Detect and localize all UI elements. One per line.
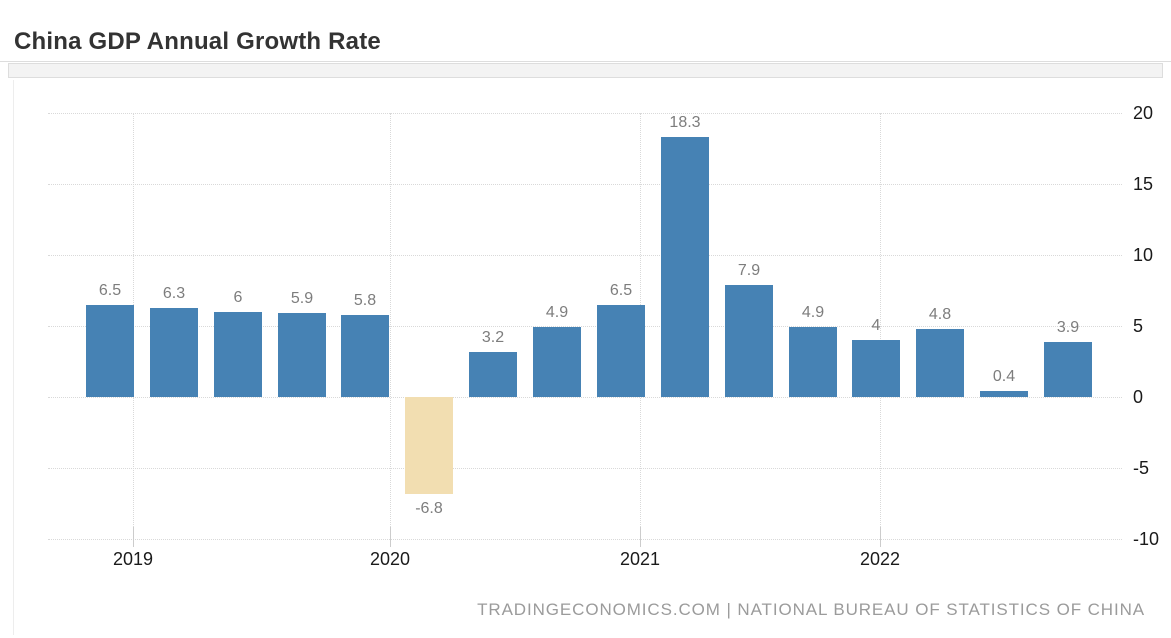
bar[interactable] [852, 340, 900, 397]
bar[interactable] [1044, 342, 1092, 397]
header-divider [0, 61, 1171, 62]
widget-top-strip [8, 63, 1163, 78]
bar[interactable] [341, 315, 389, 397]
bar-value-label: 3.9 [1056, 319, 1080, 336]
y-axis-tick-label: 15 [1133, 174, 1154, 194]
bar[interactable] [405, 397, 453, 494]
bar-value-label: 4.9 [801, 304, 825, 321]
bar[interactable] [725, 285, 773, 397]
y-axis-tick-label: -10 [1133, 529, 1160, 549]
panel-left-border [13, 80, 14, 635]
v-gridline [390, 113, 391, 539]
bar[interactable] [469, 352, 517, 397]
bar-value-label: 5.9 [290, 290, 314, 307]
y-axis-tick-label: 20 [1133, 103, 1154, 123]
bar-value-label: 6.3 [162, 285, 186, 302]
bar-value-label: 7.9 [737, 262, 761, 279]
h-gridline [48, 113, 1122, 114]
x-axis-tick-mark [390, 527, 391, 547]
h-gridline [48, 255, 1122, 256]
bar-value-label: 3.2 [481, 329, 505, 346]
y-axis-tick-label: 0 [1133, 387, 1144, 407]
chart-attribution: TRADINGECONOMICS.COM | NATIONAL BUREAU O… [477, 600, 1145, 619]
bar[interactable] [86, 305, 134, 397]
bar[interactable] [980, 391, 1028, 397]
bar-value-label: 4.9 [545, 304, 569, 321]
bar-value-label: 4 [871, 317, 881, 334]
x-axis-year-label: 2019 [112, 549, 154, 569]
bar-value-label: -6.8 [415, 500, 443, 517]
x-axis-tick-mark [133, 527, 134, 547]
x-axis-year-label: 2022 [859, 549, 901, 569]
h-gridline [48, 539, 1122, 540]
bar-value-label: 6 [233, 289, 243, 306]
x-axis-year-label: 2020 [369, 549, 411, 569]
bar[interactable] [916, 329, 964, 397]
h-gridline [48, 184, 1122, 185]
bar[interactable] [533, 327, 581, 397]
bar-value-label: 5.8 [353, 292, 377, 309]
h-gridline [48, 326, 1122, 327]
y-axis-tick-label: 10 [1133, 245, 1154, 265]
bar[interactable] [661, 137, 709, 397]
bar-value-label: 6.5 [609, 282, 633, 299]
bar-value-label: 6.5 [98, 282, 122, 299]
bar[interactable] [214, 312, 262, 397]
x-axis-tick-mark [640, 527, 641, 547]
v-gridline [880, 113, 881, 539]
page-title: China GDP Annual Growth Rate [14, 28, 381, 56]
bar-value-label: 0.4 [992, 368, 1016, 385]
bar[interactable] [789, 327, 837, 397]
bar-value-label: 4.8 [928, 306, 952, 323]
x-axis-year-label: 2021 [619, 549, 661, 569]
bar[interactable] [278, 313, 326, 397]
bar-value-label: 18.3 [669, 114, 701, 131]
h-gridline [48, 397, 1122, 398]
bar[interactable] [150, 308, 198, 397]
y-axis-tick-label: -5 [1133, 458, 1150, 478]
bar[interactable] [597, 305, 645, 397]
h-gridline [48, 468, 1122, 469]
y-axis-tick-label: 5 [1133, 316, 1144, 336]
x-axis-tick-mark [880, 527, 881, 547]
